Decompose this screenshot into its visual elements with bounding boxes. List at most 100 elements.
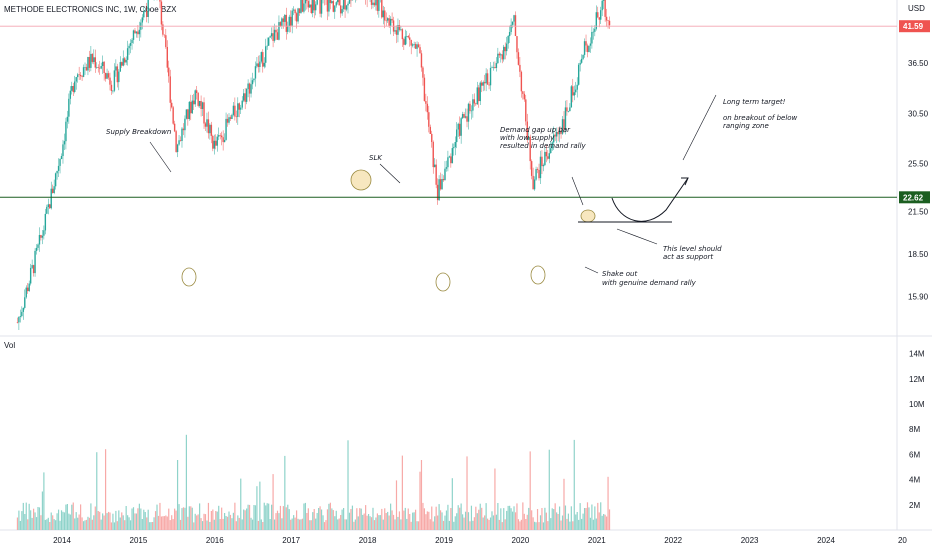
candle-body: [273, 29, 276, 41]
volume-bar: [435, 506, 437, 530]
candle-body: [566, 107, 568, 112]
volume-bar: [222, 518, 224, 530]
volume-bar: [78, 514, 80, 530]
candle-body: [178, 140, 180, 145]
volume-bar: [531, 510, 533, 530]
candle-body: [119, 62, 121, 72]
volume-bar: [404, 507, 406, 530]
drawings: [149, 94, 717, 292]
candle-body: [141, 17, 144, 23]
volume-bar: [74, 518, 76, 530]
volume-bar: [157, 515, 160, 530]
candle-body: [160, 1, 163, 25]
volume-bar: [391, 510, 393, 530]
candle-body: [27, 287, 29, 292]
volume-bar: [541, 508, 543, 530]
candle-body: [492, 67, 495, 68]
candle-body: [99, 67, 101, 69]
volume-bar: [44, 519, 46, 530]
volume-bar: [128, 517, 130, 530]
volume-bar: [81, 517, 83, 530]
volume-bar: [432, 521, 434, 530]
candle-body: [242, 93, 245, 101]
candle-body: [259, 61, 261, 67]
candle-body: [573, 92, 575, 96]
candle-body: [542, 165, 545, 167]
volume-bar: [382, 519, 384, 530]
volume-bar: [372, 507, 374, 530]
volume-bar: [359, 508, 361, 530]
last-price-tag: [899, 20, 930, 33]
candle-body: [337, 0, 339, 3]
volume-bar: [385, 513, 387, 530]
candle-body: [44, 213, 47, 231]
candle-body: [276, 32, 279, 40]
volume-bar: [331, 508, 333, 530]
volume-bar: [384, 508, 386, 530]
volume-bar: [273, 519, 276, 530]
price-axis[interactable]: 180.00150.00120.00100.0085.0070.0058.004…: [908, 0, 932, 301]
volume-pane-label: Vol: [4, 341, 16, 350]
time-axis[interactable]: 2014 2015 2016 2017 2018 2019 2020 2021 2022 2023…: [53, 536, 907, 545]
candle-body: [267, 37, 270, 46]
volume-bar: [85, 519, 88, 530]
volume-bar: [223, 513, 226, 530]
volume-bar: [473, 517, 475, 530]
volume-bar: [253, 505, 255, 530]
price-candles: [16, 0, 611, 330]
candle-body: [132, 30, 135, 40]
candle-body: [110, 84, 113, 91]
candle-body: [194, 90, 196, 105]
volume-bar: [129, 520, 132, 530]
candle-body: [341, 9, 343, 14]
volume-bar: [110, 522, 113, 530]
candle-body: [128, 45, 130, 49]
candle-body: [594, 28, 596, 32]
candle-body: [244, 93, 246, 102]
volume-bar: [166, 516, 168, 530]
volume-bar: [132, 507, 135, 530]
candle-body: [78, 74, 80, 75]
candle-body: [137, 31, 139, 35]
volume-bar: [28, 503, 30, 530]
candle-body: [425, 101, 427, 104]
candle-body: [75, 77, 77, 82]
volume-bar: [341, 509, 343, 530]
candle-body: [375, 0, 377, 6]
candle-body: [204, 123, 207, 127]
volume-bar: [269, 519, 271, 530]
volume-bar: [135, 513, 138, 530]
candle-body: [56, 170, 58, 174]
candle-body: [426, 103, 429, 113]
candle-body: [254, 66, 257, 79]
volume-bar: [204, 514, 207, 530]
slk-ellipse: [350, 169, 372, 191]
volume-bar: [156, 504, 158, 530]
volume-bar: [237, 515, 239, 530]
candle-body: [213, 140, 216, 149]
candle-body: [511, 21, 514, 25]
volume-bar: [241, 519, 243, 530]
volume-bar: [570, 506, 572, 530]
candle-body: [21, 311, 23, 317]
candle-body: [103, 61, 105, 73]
candle-body: [185, 109, 188, 119]
candle-body: [212, 135, 214, 149]
candle-body: [498, 53, 501, 56]
long-term-line-1: Long term target!: [723, 98, 786, 106]
volume-bar: [268, 503, 270, 530]
volume-bar: [363, 513, 365, 530]
candle-body: [91, 53, 94, 62]
volume-bar: [595, 518, 597, 530]
volume-bar: [152, 522, 154, 530]
volume-bar: [310, 520, 312, 530]
volume-tick-label: 6M: [909, 450, 920, 459]
volume-bar: [188, 506, 190, 530]
volume-bar: [447, 504, 449, 530]
candle-body: [406, 36, 408, 37]
candle-body: [414, 44, 417, 49]
volume-bar: [290, 519, 292, 530]
candle-body: [417, 44, 420, 47]
